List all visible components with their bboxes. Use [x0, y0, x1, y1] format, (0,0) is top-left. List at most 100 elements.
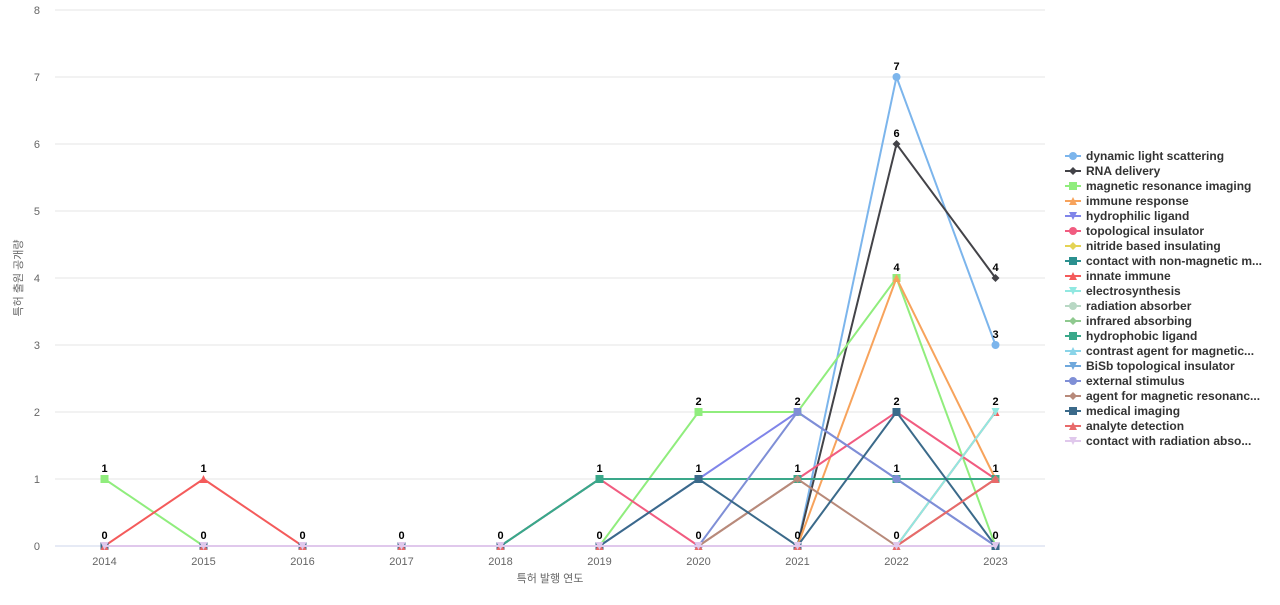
- marker: [694, 408, 703, 416]
- marker: [1069, 437, 1077, 445]
- legend-label: immune response: [1086, 194, 1189, 208]
- legend-label: external stimulus: [1086, 374, 1185, 388]
- marker: [694, 475, 703, 483]
- y-tick-label: 0: [34, 541, 40, 553]
- marker: [793, 542, 802, 550]
- marker: [1069, 167, 1077, 175]
- marker: [991, 274, 1000, 282]
- marker: [991, 475, 1000, 483]
- marker: [991, 542, 1000, 550]
- legend-label: hydrophobic ligand: [1086, 329, 1197, 343]
- marker: [793, 475, 802, 483]
- data-label: 1: [200, 463, 206, 475]
- data-label: 2: [794, 396, 800, 408]
- legend-label: RNA delivery: [1086, 164, 1161, 178]
- x-tick-label: 2016: [290, 556, 314, 568]
- marker: [793, 408, 802, 416]
- data-label: 0: [398, 530, 404, 542]
- legend-label: electrosynthesis: [1086, 284, 1181, 298]
- legend-label: BiSb topological insulator: [1086, 359, 1235, 373]
- legend-label: agent for magnetic resonanc...: [1086, 389, 1260, 403]
- y-tick-label: 3: [34, 340, 40, 352]
- marker: [694, 542, 703, 550]
- data-label: 1: [794, 463, 800, 475]
- data-label: 0: [794, 530, 800, 542]
- data-label: 0: [695, 530, 701, 542]
- marker: [1069, 362, 1077, 370]
- marker: [1069, 317, 1077, 325]
- x-tick-label: 2022: [884, 556, 908, 568]
- data-label: 0: [893, 530, 899, 542]
- marker: [892, 140, 901, 148]
- data-label: 0: [596, 530, 602, 542]
- data-label: 6: [893, 128, 899, 140]
- marker: [892, 475, 901, 483]
- data-label: 0: [299, 530, 305, 542]
- marker: [1069, 347, 1077, 355]
- y-tick-label: 1: [34, 474, 40, 486]
- marker: [892, 73, 901, 81]
- data-label: 2: [893, 396, 899, 408]
- marker: [1069, 407, 1077, 415]
- data-label: 1: [992, 463, 998, 475]
- marker: [100, 475, 109, 483]
- data-label: 7: [893, 61, 899, 73]
- y-tick-label: 6: [34, 139, 40, 151]
- x-tick-label: 2017: [389, 556, 413, 568]
- marker: [1069, 257, 1077, 265]
- marker: [1069, 242, 1077, 250]
- marker: [1069, 377, 1077, 385]
- y-axis-label: 특허 출원 공개량: [12, 240, 25, 317]
- marker: [991, 408, 1000, 416]
- data-label: 2: [695, 396, 701, 408]
- data-label: 0: [497, 530, 503, 542]
- data-label: 1: [596, 463, 602, 475]
- marker: [1069, 287, 1077, 295]
- y-tick-label: 7: [34, 72, 40, 84]
- marker: [496, 542, 505, 550]
- marker: [199, 475, 208, 483]
- marker: [1069, 182, 1077, 190]
- y-tick-label: 5: [34, 206, 40, 218]
- legend-label: medical imaging: [1086, 404, 1180, 418]
- x-tick-label: 2019: [587, 556, 611, 568]
- legend-label: innate immune: [1086, 269, 1171, 283]
- x-tick-label: 2023: [983, 556, 1007, 568]
- marker: [1069, 152, 1077, 160]
- data-label: 0: [992, 530, 998, 542]
- y-tick-label: 2: [34, 407, 40, 419]
- marker: [892, 408, 901, 416]
- series-line: [104, 73, 997, 547]
- marker: [1069, 197, 1077, 205]
- y-tick-label: 8: [34, 5, 40, 17]
- marker: [1069, 332, 1077, 340]
- data-label: 1: [893, 463, 899, 475]
- data-label: 0: [200, 530, 206, 542]
- x-axis-label: 특허 발행 연도: [517, 572, 584, 585]
- x-tick-label: 2015: [191, 556, 215, 568]
- marker: [1069, 392, 1077, 400]
- marker: [991, 341, 1000, 349]
- data-label: 0: [101, 530, 107, 542]
- marker: [1069, 272, 1077, 280]
- legend-label: radiation absorber: [1086, 299, 1192, 313]
- legend-label: magnetic resonance imaging: [1086, 179, 1251, 193]
- legend-label: analyte detection: [1086, 419, 1184, 433]
- marker: [199, 542, 208, 550]
- data-label: 1: [101, 463, 107, 475]
- marker: [892, 274, 901, 282]
- legend-label: infrared absorbing: [1086, 314, 1192, 328]
- legend-label: nitride based insulating: [1086, 239, 1221, 253]
- marker: [595, 475, 604, 483]
- marker: [1069, 422, 1077, 430]
- legend-label: contrast agent for magnetic...: [1086, 344, 1254, 358]
- data-label: 3: [992, 329, 998, 341]
- legend-label: hydrophilic ligand: [1086, 209, 1189, 223]
- legend-label: dynamic light scattering: [1086, 149, 1224, 163]
- x-tick-label: 2020: [686, 556, 710, 568]
- marker: [298, 542, 307, 550]
- marker: [397, 542, 406, 550]
- x-tick-label: 2021: [785, 556, 809, 568]
- marker: [892, 542, 901, 550]
